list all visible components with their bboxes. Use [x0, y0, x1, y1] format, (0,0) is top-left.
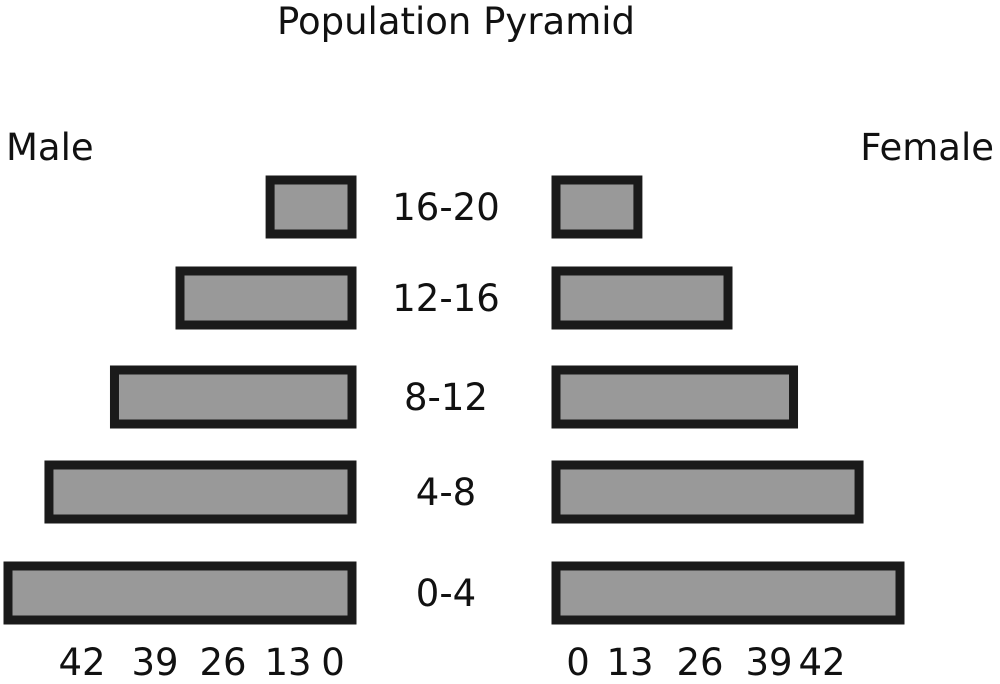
female-bar-12-16 — [551, 266, 733, 330]
age-label-4-8: 4-8 — [416, 471, 476, 514]
chart-title: Population Pyramid — [277, 0, 635, 43]
male-label: Male — [6, 126, 94, 169]
male-bar-8-12 — [109, 365, 357, 429]
male-tick-39: 39 — [131, 641, 178, 684]
female-tick-26: 26 — [676, 641, 723, 684]
male-tick-labels: 42 39 26 13 0 — [58, 641, 344, 684]
female-tick-13: 13 — [606, 641, 653, 684]
age-group-labels: 0-4 4-8 8-12 12-16 16-20 — [392, 186, 500, 615]
male-tick-13: 13 — [264, 641, 311, 684]
male-tick-42: 42 — [58, 641, 105, 684]
female-tick-42: 42 — [798, 641, 845, 684]
male-bar-16-20 — [265, 175, 357, 239]
female-bar-0-4 — [551, 561, 905, 625]
female-tick-0: 0 — [566, 641, 590, 684]
female-tick-39: 39 — [745, 641, 792, 684]
age-label-8-12: 8-12 — [404, 376, 488, 419]
male-bar-4-8 — [44, 460, 357, 524]
male-tick-0: 0 — [321, 641, 345, 684]
male-bar-12-16 — [175, 266, 357, 330]
female-tick-labels: 0 13 26 39 42 — [566, 641, 845, 684]
age-label-12-16: 12-16 — [392, 277, 500, 320]
age-label-0-4: 0-4 — [416, 572, 476, 615]
female-bars — [551, 175, 905, 625]
female-bar-4-8 — [551, 460, 864, 524]
male-bars — [3, 175, 357, 625]
female-label: Female — [860, 126, 994, 169]
male-bar-0-4 — [3, 561, 357, 625]
age-label-16-20: 16-20 — [392, 186, 500, 229]
female-bar-8-12 — [551, 365, 799, 429]
male-tick-26: 26 — [199, 641, 246, 684]
female-bar-16-20 — [551, 175, 643, 239]
